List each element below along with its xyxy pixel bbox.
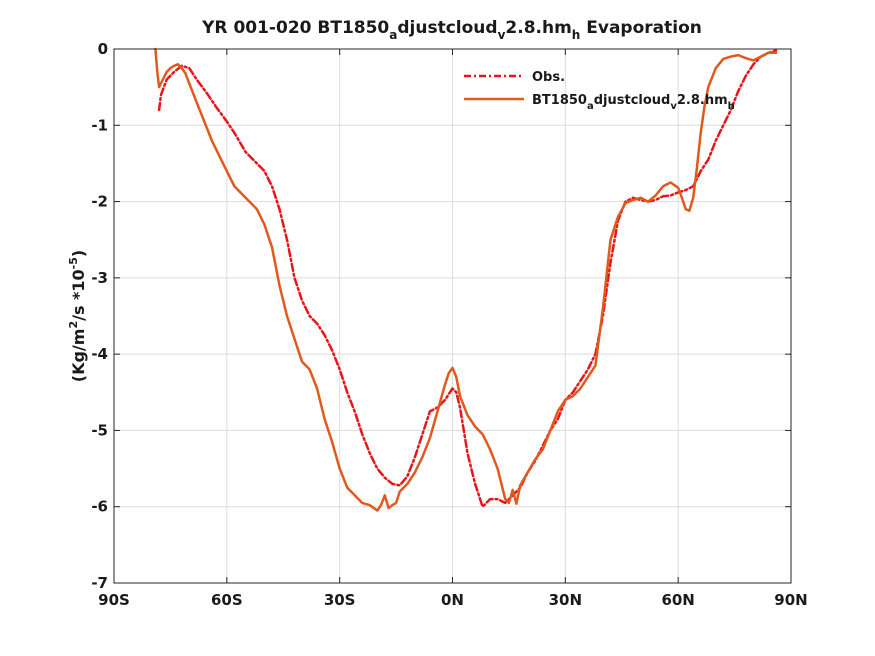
x-tick-label: 90S: [98, 591, 130, 609]
y-tick-label: 0: [98, 40, 108, 58]
series-line-model: [154, 47, 778, 512]
legend-label-obs: Obs.: [532, 70, 565, 85]
x-tick-label: 30N: [549, 591, 582, 609]
x-tick-label: 60S: [211, 591, 243, 609]
y-axis-label: (Kg/m2/s *10-5): [67, 250, 88, 382]
y-tick-labels: 0 -1 -2 -3 -4 -5 -6 -7: [91, 40, 108, 592]
x-tick-label: 0N: [441, 591, 464, 609]
y-tick-label: -6: [91, 498, 108, 516]
x-tick-label: 90N: [774, 591, 807, 609]
series-lines: [154, 47, 778, 512]
y-tick-label: -3: [91, 269, 108, 287]
legend-label-model: BT1850adjustcloudv2.8.hmh: [532, 93, 735, 112]
y-tick-label: -7: [91, 574, 108, 592]
y-tick-label: -4: [91, 345, 108, 363]
x-tick-label: 60N: [661, 591, 694, 609]
y-tick-label: -2: [91, 193, 108, 211]
grid: [113, 48, 792, 584]
x-tick-labels: 90S 60S 30S 0N 30N 60N 90N: [98, 591, 808, 609]
chart-title: YR 001-020 BT1850adjustcloudv2.8.hmh Eva…: [201, 18, 702, 42]
series-line-obs: [157, 49, 778, 508]
x-tick-label: 30S: [324, 591, 356, 609]
axis-ticks: [113, 48, 792, 584]
y-tick-label: -1: [91, 116, 108, 134]
y-tick-label: -5: [91, 421, 108, 439]
legend: Obs. BT1850adjustcloudv2.8.hmh: [464, 70, 735, 112]
